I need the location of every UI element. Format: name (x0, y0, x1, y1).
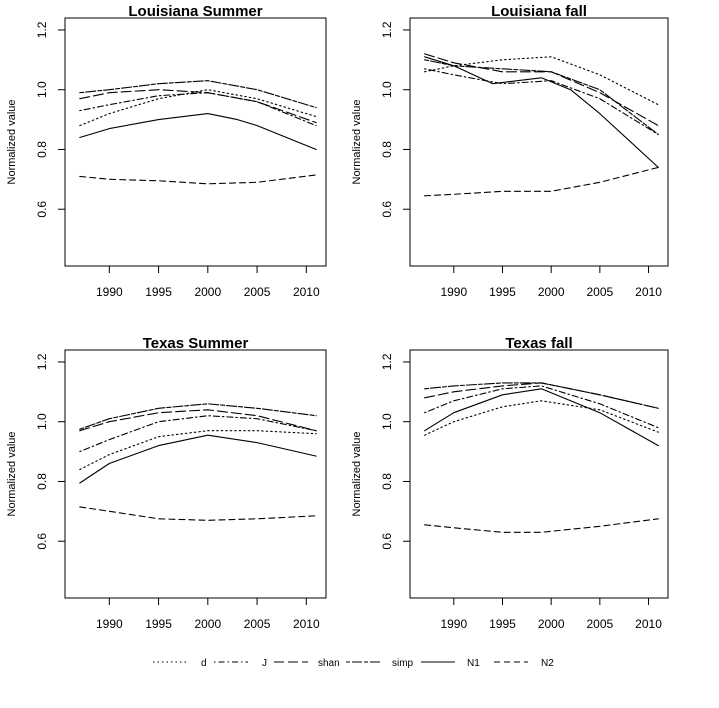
legend-label: simp (392, 658, 414, 669)
series-line-J (79, 415, 317, 453)
y-tick-label: 1.0 (35, 81, 49, 98)
y-axis-title: Normalized value (351, 432, 363, 517)
y-tick-label: 1.0 (35, 413, 49, 430)
series-line-d (79, 430, 317, 471)
x-tick-label: 2010 (293, 285, 320, 299)
series-line-N2 (424, 166, 659, 197)
series-line-N1 (79, 434, 317, 484)
legend-item-N1: N1 (421, 658, 480, 669)
series-line-N2 (79, 506, 317, 521)
y-tick-label: 0.8 (35, 473, 49, 490)
x-tick-label: 2000 (194, 285, 221, 299)
series-line-simp (424, 382, 659, 409)
legend-item-simp: simp (346, 658, 414, 669)
chart-panel-4: Texas fall 1990 1995 2000 2005 2010 0.6 0.8 1.0 1… (351, 335, 669, 631)
chart-panel-1: Louisiana Summer 1990 1995 2000 2005 2010 0.6 0… (6, 3, 327, 299)
y-tick-label: 1.2 (380, 21, 394, 38)
y-tick-label: 0.6 (35, 533, 49, 550)
x-tick-label: 2005 (586, 617, 613, 631)
x-tick-label: 1990 (96, 285, 123, 299)
y-tick-label: 0.6 (380, 201, 394, 218)
x-tick-label: 2005 (244, 285, 271, 299)
legend-label: J (262, 658, 267, 669)
chart-title: Texas fall (505, 335, 572, 352)
y-axis-title: Normalized value (351, 100, 363, 185)
x-tick-label: 1990 (96, 617, 123, 631)
y-tick-label: 1.0 (380, 81, 394, 98)
x-tick-label: 2005 (586, 285, 613, 299)
y-tick-label: 0.6 (380, 533, 394, 550)
y-tick-label: 0.6 (35, 201, 49, 218)
y-tick-label: 1.0 (380, 413, 394, 430)
series-line-N2 (79, 174, 317, 185)
series-line-d (424, 400, 659, 436)
x-tick-label: 2000 (194, 617, 221, 631)
series-line-N1 (79, 113, 317, 151)
chart-panel-3: Texas Summer 1990 1995 2000 2005 2010 0.6 0.8 1.… (6, 335, 327, 631)
series-line-shan (79, 409, 317, 432)
chart-panel-2: Louisiana fall 1990 1995 2000 2005 2010 0.6 0.8… (351, 3, 669, 299)
series-line-shan (424, 382, 659, 409)
plot-frame (64, 349, 327, 599)
chart-title: Louisiana Summer (128, 3, 262, 20)
series-line-N1 (424, 56, 659, 168)
chart-title: Louisiana fall (491, 3, 587, 20)
series-line-shan (79, 89, 317, 124)
x-tick-label: 1995 (489, 285, 516, 299)
x-tick-label: 2000 (538, 617, 565, 631)
x-tick-label: 2005 (244, 617, 271, 631)
series-line-simp (79, 403, 317, 430)
plot-frame (64, 17, 327, 267)
x-tick-label: 1995 (489, 617, 516, 631)
legend-item-d: d (153, 658, 207, 669)
plot-frame (409, 349, 669, 599)
chart-title: Texas Summer (143, 335, 249, 352)
series-line-simp (79, 80, 317, 109)
legend-label: shan (318, 658, 340, 669)
plot-frame (409, 17, 669, 267)
y-tick-label: 1.2 (380, 353, 394, 370)
legend-label: N2 (541, 658, 554, 669)
x-tick-label: 1990 (440, 617, 467, 631)
y-axis-title: Normalized value (6, 100, 18, 185)
y-tick-label: 0.8 (380, 141, 394, 158)
x-tick-label: 1990 (440, 285, 467, 299)
y-tick-label: 1.2 (35, 353, 49, 370)
x-tick-label: 1995 (145, 285, 172, 299)
y-tick-label: 0.8 (380, 473, 394, 490)
legend-item-shan: shan (274, 658, 340, 669)
series-line-simp (424, 59, 659, 136)
x-tick-label: 2010 (635, 285, 662, 299)
y-tick-label: 1.2 (35, 21, 49, 38)
x-tick-label: 2000 (538, 285, 565, 299)
x-tick-label: 2010 (293, 617, 320, 631)
x-tick-label: 1995 (145, 617, 172, 631)
series-line-d (424, 56, 659, 106)
y-axis-title: Normalized value (6, 432, 18, 517)
legend-label: d (201, 658, 207, 669)
y-tick-label: 0.8 (35, 141, 49, 158)
series-line-d (79, 89, 317, 127)
series-line-shan (424, 53, 659, 127)
legend-item-N2: N2 (494, 658, 554, 669)
series-line-N2 (424, 518, 659, 533)
series-line-N1 (424, 388, 659, 447)
legend-item-J: J (214, 658, 267, 669)
series-line-J (79, 92, 317, 127)
series-line-J (424, 385, 659, 429)
x-tick-label: 2010 (635, 617, 662, 631)
legend-label: N1 (467, 658, 480, 669)
series-line-J (424, 68, 659, 136)
